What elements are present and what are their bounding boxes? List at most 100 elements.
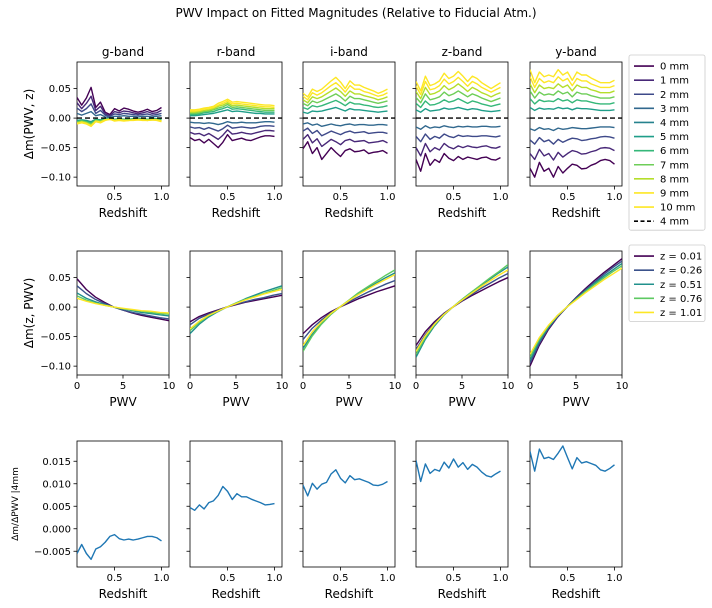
series-z-1.01 — [190, 288, 282, 330]
series-1mm — [530, 146, 615, 161]
panel-2-r-band: 0 5 10 PWV — [186, 250, 288, 409]
x-tick-label: 5 — [120, 381, 126, 392]
series-10mm — [530, 68, 615, 84]
x-tick-label: 5 — [573, 381, 579, 392]
series-group — [190, 485, 275, 511]
series-0mm — [416, 152, 501, 172]
x-axis-label: Redshift — [212, 206, 261, 220]
series-z-0.51 — [303, 272, 395, 349]
axes-frame — [189, 250, 283, 376]
series-9mm — [303, 81, 388, 101]
series-3mm — [190, 120, 275, 126]
y-tick-label: −0.10 — [40, 362, 71, 373]
series-group — [77, 533, 162, 561]
series-group — [416, 264, 508, 358]
slope-line — [190, 485, 275, 511]
legend-label: z = 0.51 — [660, 280, 702, 291]
redshift-legend: z = 0.01 z = 0.26 z = 0.51 z = 0.76 z = 1.01 — [628, 244, 706, 322]
y-tick-label: −0.10 — [40, 173, 71, 184]
legend-label: z = 0.26 — [660, 266, 702, 277]
x-axis-label: PWV — [222, 395, 250, 409]
x-tick-label: 0 — [187, 381, 193, 392]
series-1mm — [416, 142, 501, 157]
panel-title: g-band — [102, 45, 144, 59]
series-z-0.26 — [303, 279, 395, 341]
series-8mm — [416, 83, 501, 100]
x-axis-label: PWV — [448, 395, 476, 409]
series-z-0.76 — [190, 286, 282, 332]
legend-label: 10 mm — [660, 203, 695, 214]
series-2mm — [530, 135, 615, 145]
series-z-1.01 — [303, 273, 395, 346]
series-9mm — [416, 76, 501, 96]
x-tick-label: 5 — [233, 381, 239, 392]
slope-line — [416, 458, 501, 483]
y-tick-label: 0.000 — [42, 524, 71, 535]
series-5mm — [303, 106, 388, 115]
series-6mm — [190, 106, 275, 116]
x-tick-label: 0 — [300, 381, 306, 392]
series-3mm — [416, 125, 501, 131]
figure-title: PWV Impact on Fitted Magnitudes (Relativ… — [175, 6, 536, 20]
panel-3-y-band: 0.5 1.0 Redshift — [526, 440, 622, 601]
series-z-0.76 — [530, 265, 622, 358]
legend-label: 3 mm — [660, 104, 689, 115]
series-z-1.01 — [77, 297, 169, 314]
y-tick-label: 0.00 — [49, 303, 71, 314]
slope-line — [530, 445, 615, 472]
x-tick-label: 1.0 — [493, 573, 509, 584]
series-9mm — [530, 76, 615, 89]
x-tick-label: 0 — [74, 381, 80, 392]
series-group — [416, 70, 508, 172]
pwv-legend: 0 mm 1 mm 2 mm 3 mm 4 mm 5 mm 6 mm 7 mm 8 mm 9 mm… — [628, 54, 706, 231]
panel-2-z-band: 0 5 10 PWV — [412, 250, 514, 409]
legend-label: 4 mm — [660, 217, 689, 228]
series-7mm — [530, 90, 615, 99]
x-tick-label: 0.5 — [446, 573, 462, 584]
legend-label: 9 mm — [660, 188, 689, 199]
panel-2-y-band: 0 5 10 PWV — [526, 250, 629, 409]
legend-label: 8 mm — [660, 174, 689, 185]
row3-y-axis-label: Δm/ΔPWV |4mm — [11, 467, 21, 541]
row1-y-axis-label: Δm(PWV, z) — [22, 89, 36, 160]
x-tick-label: 1.0 — [380, 192, 396, 203]
x-tick-label: 0.5 — [446, 192, 462, 203]
legend-label: 2 mm — [660, 90, 689, 101]
x-axis-label: Redshift — [99, 587, 148, 601]
series-6mm — [416, 97, 501, 109]
series-5mm — [190, 109, 275, 117]
series-z-1.01 — [530, 267, 622, 355]
series-3mm — [530, 126, 615, 132]
series-10mm — [190, 98, 275, 111]
x-tick-label: 5 — [459, 381, 465, 392]
series-5mm — [530, 106, 615, 112]
row2-y-axis-label: Δm(z, PWV) — [22, 278, 36, 349]
x-tick-label: 1.0 — [380, 573, 396, 584]
series-9mm — [190, 100, 275, 112]
legend-label: 5 mm — [660, 132, 689, 143]
x-tick-label: 1.0 — [154, 573, 170, 584]
legend-label: z = 0.01 — [660, 252, 702, 263]
series-z-1.01 — [416, 269, 508, 352]
slope-line — [303, 469, 388, 497]
x-tick-label: 1.0 — [267, 192, 283, 203]
y-tick-label: −0.05 — [40, 332, 71, 343]
series-z-0.26 — [77, 285, 169, 320]
x-axis-label: Redshift — [99, 206, 148, 220]
series-2mm — [416, 133, 501, 143]
x-tick-label: 10 — [616, 381, 629, 392]
x-tick-label: 0.5 — [107, 192, 123, 203]
legend-frame — [628, 244, 706, 322]
x-tick-label: 0.5 — [107, 573, 123, 584]
x-tick-label: 1.0 — [607, 192, 623, 203]
series-10mm — [416, 70, 501, 92]
series-group — [303, 269, 395, 352]
panel-2-g-band: 0 5 10 0.05 0.00 −0.05 −0.10 PWV — [40, 250, 175, 409]
panel-3-i-band: 0.5 1.0 Redshift — [299, 440, 396, 601]
series-1mm — [190, 129, 275, 141]
x-tick-label: 0.5 — [333, 192, 349, 203]
x-axis-label: Redshift — [438, 206, 487, 220]
series-group — [303, 469, 388, 497]
series-z-0.51 — [530, 262, 622, 361]
y-tick-label: 0.00 — [49, 114, 71, 125]
